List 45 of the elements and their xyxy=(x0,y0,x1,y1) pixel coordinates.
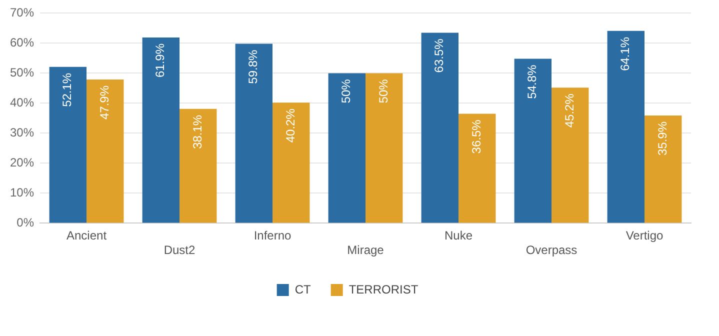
legend-label: TERRORIST xyxy=(348,282,419,296)
bar xyxy=(235,44,273,223)
bar xyxy=(607,30,644,223)
data-label: 61.9% xyxy=(153,43,168,78)
data-label: 36.5% xyxy=(469,119,484,154)
bar xyxy=(328,73,366,223)
x-tick-label: Mirage xyxy=(347,243,384,258)
bar xyxy=(180,108,217,223)
data-label: 63.5% xyxy=(432,38,446,73)
data-label: 35.9% xyxy=(655,121,670,156)
bar xyxy=(86,80,124,223)
data-label: 45.2% xyxy=(562,93,576,128)
x-tick-label: Inferno xyxy=(254,228,292,243)
data-label: 50% xyxy=(376,78,390,104)
y-tick-label: 0% xyxy=(16,216,34,230)
bar xyxy=(366,73,403,223)
data-label: 54.8% xyxy=(525,64,540,99)
data-label: 50% xyxy=(339,78,354,104)
y-tick-label: 40% xyxy=(10,96,34,110)
bar xyxy=(552,88,589,223)
data-label: 40.2% xyxy=(283,108,298,143)
data-label: 64.1% xyxy=(618,36,632,71)
x-tick-label: Vertigo xyxy=(626,228,664,243)
data-label: 47.9% xyxy=(97,85,112,120)
bar xyxy=(421,32,459,223)
x-tick-label: Overpass xyxy=(526,243,578,258)
bar xyxy=(142,38,180,223)
y-tick-label: 60% xyxy=(10,36,34,50)
x-tick-label: Dust2 xyxy=(164,243,196,258)
x-tick-label: Ancient xyxy=(66,228,108,243)
y-tick-label: 50% xyxy=(10,66,34,80)
y-tick-label: 70% xyxy=(10,6,34,20)
bar xyxy=(644,116,682,223)
bar xyxy=(272,102,310,223)
bar xyxy=(458,114,496,223)
x-tick-label: Nuke xyxy=(444,228,473,243)
y-tick-label: 20% xyxy=(10,156,34,170)
legend-label: CT xyxy=(294,282,312,296)
data-label: 38.1% xyxy=(190,114,204,149)
data-label: 52.1% xyxy=(60,72,74,107)
bar xyxy=(514,58,552,223)
y-tick-label: 30% xyxy=(10,126,34,140)
data-label: 59.8% xyxy=(246,49,260,84)
bar xyxy=(49,66,87,223)
y-tick-label: 10% xyxy=(10,186,34,200)
